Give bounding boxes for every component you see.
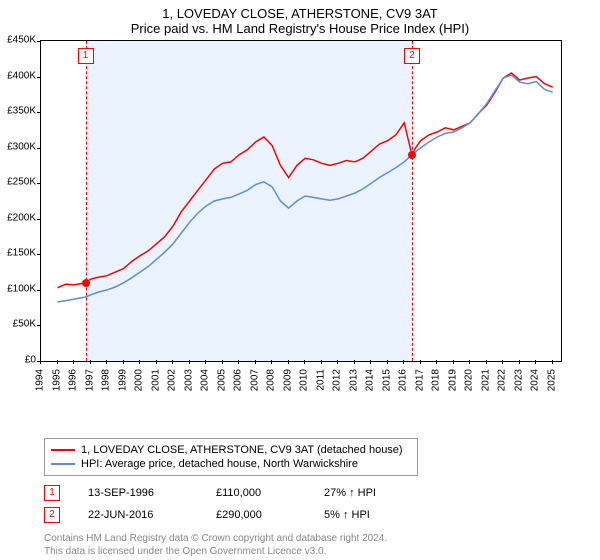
x-tick-label: 2012 (332, 369, 343, 391)
x-tick-label: 2020 (464, 369, 475, 391)
sale-marker: 2 (44, 507, 60, 523)
sale-row: 1 13-SEP-1996 £110,000 27% ↑ HPI (44, 482, 600, 504)
legend-swatch (51, 463, 75, 465)
x-tick-label: 1994 (35, 369, 46, 391)
sale-marker: 1 (44, 485, 60, 501)
sale-dot (408, 151, 416, 159)
x-tick-label: 2016 (398, 369, 409, 391)
x-tick-label: 2015 (381, 369, 392, 391)
legend-swatch (51, 449, 75, 451)
x-tick-label: 2006 (233, 369, 244, 391)
y-axis-labels: £0£50K£100K£150K£200K£250K£300K£350K£400… (0, 40, 38, 360)
y-tick-label: £200K (7, 212, 36, 223)
legend: 1, LOVEDAY CLOSE, ATHERSTONE, CV9 3AT (d… (44, 438, 418, 476)
x-tick-label: 2014 (365, 369, 376, 391)
y-tick-label: £100K (7, 283, 36, 294)
x-tick-label: 2010 (299, 369, 310, 391)
line-canvas (41, 41, 561, 361)
sale-delta: 27% ↑ HPI (324, 487, 376, 499)
sale-delta: 5% ↑ HPI (324, 509, 370, 521)
x-tick-label: 2025 (546, 369, 557, 391)
sale-price: £290,000 (216, 509, 296, 521)
sale-marker-box: 1 (78, 48, 94, 64)
y-tick-label: £400K (7, 70, 36, 81)
chart: £0£50K£100K£150K£200K£250K£300K£350K£400… (40, 40, 600, 400)
legend-label: HPI: Average price, detached house, Nort… (81, 458, 358, 470)
plot-area: 12 (40, 40, 562, 362)
sale-marker-box: 2 (404, 48, 420, 64)
x-tick-label: 2004 (200, 369, 211, 391)
x-tick-label: 2024 (530, 369, 541, 391)
x-tick-label: 1999 (117, 369, 128, 391)
series-property (58, 73, 553, 288)
y-tick-label: £250K (7, 177, 36, 188)
x-tick-label: 2003 (183, 369, 194, 391)
chart-title: 1, LOVEDAY CLOSE, ATHERSTONE, CV9 3AT (0, 0, 600, 21)
y-tick-label: £450K (7, 35, 36, 46)
x-tick-label: 2002 (167, 369, 178, 391)
y-tick-label: £350K (7, 106, 36, 117)
x-tick-label: 2013 (348, 369, 359, 391)
x-tick-label: 2000 (134, 369, 145, 391)
series-hpi (58, 75, 553, 302)
x-tick-label: 2021 (480, 369, 491, 391)
x-tick-label: 2001 (150, 369, 161, 391)
x-axis-labels: 1994199519961997199819992000200120022003… (40, 365, 560, 405)
y-tick-label: £150K (7, 248, 36, 259)
sale-row: 2 22-JUN-2016 £290,000 5% ↑ HPI (44, 504, 600, 526)
x-tick-label: 1998 (101, 369, 112, 391)
y-tick-label: £0 (25, 355, 36, 366)
x-tick-label: 2011 (315, 369, 326, 391)
sale-price: £110,000 (216, 487, 296, 499)
legend-label: 1, LOVEDAY CLOSE, ATHERSTONE, CV9 3AT (d… (81, 444, 403, 456)
x-tick-label: 2022 (497, 369, 508, 391)
x-tick-label: 1995 (51, 369, 62, 391)
x-tick-label: 2008 (266, 369, 277, 391)
x-tick-label: 2023 (513, 369, 524, 391)
x-tick-label: 2019 (447, 369, 458, 391)
x-tick-label: 2009 (282, 369, 293, 391)
y-tick-label: £50K (13, 319, 36, 330)
footer-line: Contains HM Land Registry data © Crown c… (44, 532, 600, 545)
y-tick-label: £300K (7, 141, 36, 152)
x-tick-label: 2007 (249, 369, 260, 391)
sale-date: 22-JUN-2016 (88, 509, 188, 521)
x-tick-label: 2017 (414, 369, 425, 391)
legend-row: HPI: Average price, detached house, Nort… (51, 457, 411, 471)
x-tick-label: 1996 (68, 369, 79, 391)
sale-date: 13-SEP-1996 (88, 487, 188, 499)
x-tick-label: 2005 (216, 369, 227, 391)
sale-dot (82, 279, 90, 287)
x-tick-label: 1997 (84, 369, 95, 391)
chart-subtitle: Price paid vs. HM Land Registry's House … (0, 21, 600, 40)
sales-table: 1 13-SEP-1996 £110,000 27% ↑ HPI 2 22-JUN-201… (44, 482, 600, 526)
x-tick-label: 2018 (431, 369, 442, 391)
footer-attribution: Contains HM Land Registry data © Crown c… (44, 532, 600, 558)
footer-line: This data is licensed under the Open Gov… (44, 545, 600, 558)
legend-row: 1, LOVEDAY CLOSE, ATHERSTONE, CV9 3AT (d… (51, 443, 411, 457)
